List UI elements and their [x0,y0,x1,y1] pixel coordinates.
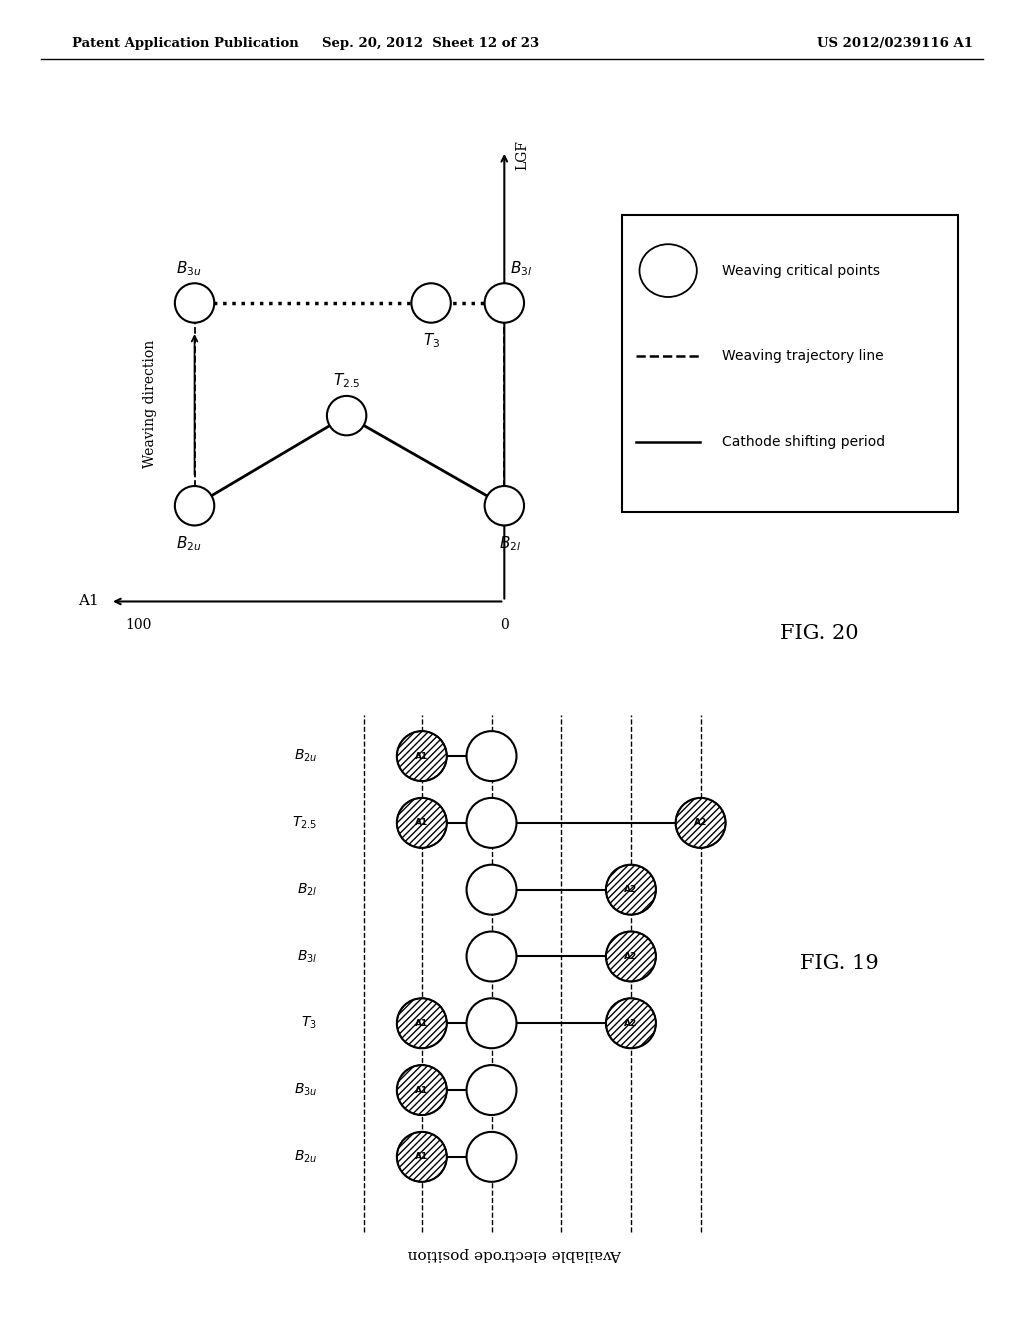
Circle shape [175,284,214,322]
Text: FIG. 20: FIG. 20 [780,624,858,643]
Text: $B_{3u}$: $B_{3u}$ [294,1082,317,1098]
Text: A1: A1 [415,818,428,828]
FancyBboxPatch shape [622,214,958,511]
Circle shape [467,731,516,781]
Circle shape [467,932,516,982]
Circle shape [412,284,451,322]
Circle shape [606,932,656,982]
Text: Sep. 20, 2012  Sheet 12 of 23: Sep. 20, 2012 Sheet 12 of 23 [322,37,539,50]
Text: Weaving direction: Weaving direction [142,341,157,469]
Circle shape [397,998,446,1048]
Text: Weaving trajectory line: Weaving trajectory line [722,350,884,363]
Text: 0: 0 [500,618,509,632]
Text: A2: A2 [625,886,638,894]
Text: A1: A1 [78,594,98,609]
Text: Weaving critical points: Weaving critical points [722,264,880,277]
Text: $T_3$: $T_3$ [301,1015,317,1031]
Text: $B_{2l}$: $B_{2l}$ [297,882,317,898]
Text: FIG. 19: FIG. 19 [801,954,879,973]
Text: $B_{3l}$: $B_{3l}$ [510,259,532,277]
Text: Patent Application Publication: Patent Application Publication [72,37,298,50]
Text: $T_{2.5}$: $T_{2.5}$ [292,814,317,832]
Circle shape [467,1065,516,1115]
Text: US 2012/0239116 A1: US 2012/0239116 A1 [817,37,973,50]
Text: A1: A1 [415,1085,428,1094]
Text: A1: A1 [415,1152,428,1162]
Text: A1: A1 [415,751,428,760]
Text: Cathode shifting period: Cathode shifting period [722,436,885,449]
Text: $B_{3u}$: $B_{3u}$ [176,259,202,277]
Text: $T_{2.5}$: $T_{2.5}$ [333,372,360,391]
Circle shape [467,797,516,847]
Circle shape [606,865,656,915]
Circle shape [606,998,656,1048]
Circle shape [467,998,516,1048]
Circle shape [397,1065,446,1115]
Circle shape [484,486,524,525]
Text: LGF: LGF [516,140,529,170]
Circle shape [484,284,524,322]
Circle shape [327,396,367,436]
Circle shape [397,1131,446,1181]
Text: $B_{2u}$: $B_{2u}$ [294,748,317,764]
Text: $B_{2u}$: $B_{2u}$ [176,533,202,553]
Circle shape [175,486,214,525]
Circle shape [397,731,446,781]
Text: $B_{2l}$: $B_{2l}$ [499,533,521,553]
Circle shape [467,1131,516,1181]
Text: $B_{2u}$: $B_{2u}$ [294,1148,317,1166]
Text: A2: A2 [625,1019,638,1028]
Text: Available electrode position: Available electrode position [408,1247,622,1262]
Text: 100: 100 [125,618,152,632]
Circle shape [676,797,726,847]
Text: A2: A2 [694,818,708,828]
Circle shape [467,865,516,915]
Ellipse shape [639,244,696,297]
Circle shape [397,797,446,847]
Text: $B_{3l}$: $B_{3l}$ [297,948,317,965]
Text: $T_3$: $T_3$ [423,331,439,350]
Text: A2: A2 [625,952,638,961]
Text: A1: A1 [415,1019,428,1028]
